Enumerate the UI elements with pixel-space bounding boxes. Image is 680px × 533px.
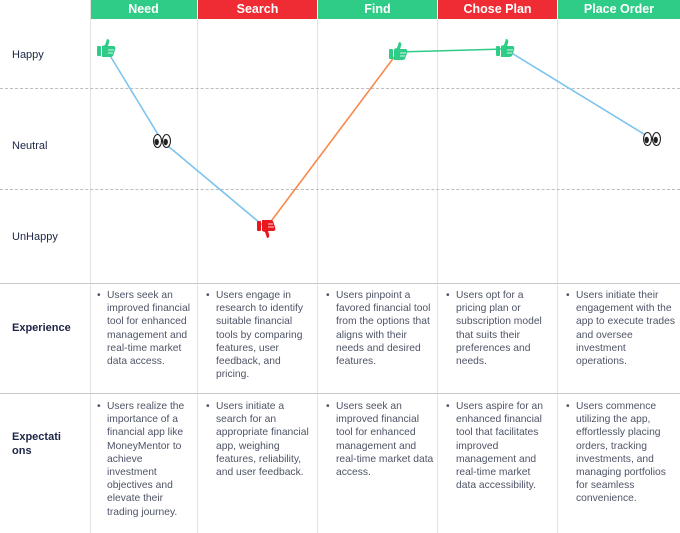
expectations-cell-search: • Users initiate a search for an appropri… <box>206 401 309 479</box>
expectations-row-label: Expectati ons <box>12 430 61 458</box>
emotion-label-neutral: Neutral <box>12 140 48 152</box>
journey-segment <box>161 140 267 229</box>
thumbs-down-icon <box>257 220 276 238</box>
column-divider <box>197 19 198 533</box>
journey-segment <box>397 48 506 53</box>
column-divider <box>557 19 558 533</box>
thumbs-up-icon <box>389 42 408 60</box>
expectations-cell-need: • Users realize the importance of a finan… <box>97 401 185 518</box>
column-divider <box>90 0 91 533</box>
expectations-cell-place-order: • Users commence utilizing the app, effor… <box>566 401 666 505</box>
column-divider <box>437 19 438 533</box>
emotion-label-happy: Happy <box>12 49 44 61</box>
thumbs-up-icon <box>496 39 515 57</box>
emotion-journey-chart <box>97 39 662 238</box>
stage-header-place-order: Place Order <box>558 0 680 19</box>
emotion-label-unhappy: UnHappy <box>12 231 58 243</box>
eyes-icon <box>152 133 172 149</box>
journey-segment <box>265 51 399 229</box>
thumbs-up-icon <box>97 39 116 57</box>
experience-cell-chose-plan: • Users opt for a pricing plan or subscri… <box>446 290 542 368</box>
expectations-label-line1: Expectati <box>12 431 61 443</box>
experience-cell-search: • Users engage in research to identify su… <box>206 290 303 381</box>
section-divider <box>0 283 680 284</box>
expectations-cell-find: • Users seek an improved financial tool f… <box>326 401 434 479</box>
experience-row-label: Experience <box>12 322 71 334</box>
emotion-divider <box>0 189 680 190</box>
stage-header-need: Need <box>90 0 197 19</box>
expectations-label-line2: ons <box>12 445 32 457</box>
eyes-icon <box>642 131 662 147</box>
journey-segment <box>105 48 163 142</box>
expectations-cell-chose-plan: • Users aspire for an enhanced financial … <box>446 401 543 492</box>
stage-header-find: Find <box>318 0 437 19</box>
experience-cell-need: • Users seek an improved financial tool f… <box>97 290 190 368</box>
stage-header-chose-plan: Chose Plan <box>438 0 557 19</box>
experience-cell-place-order: • Users initiate their engagement with th… <box>566 290 676 368</box>
section-divider <box>0 393 680 394</box>
experience-cell-find: • Users pinpoint a favored financial tool… <box>326 290 431 368</box>
column-divider <box>317 19 318 533</box>
journey-segment <box>504 48 653 140</box>
emotion-divider <box>0 88 680 89</box>
stage-header-search: Search <box>198 0 317 19</box>
